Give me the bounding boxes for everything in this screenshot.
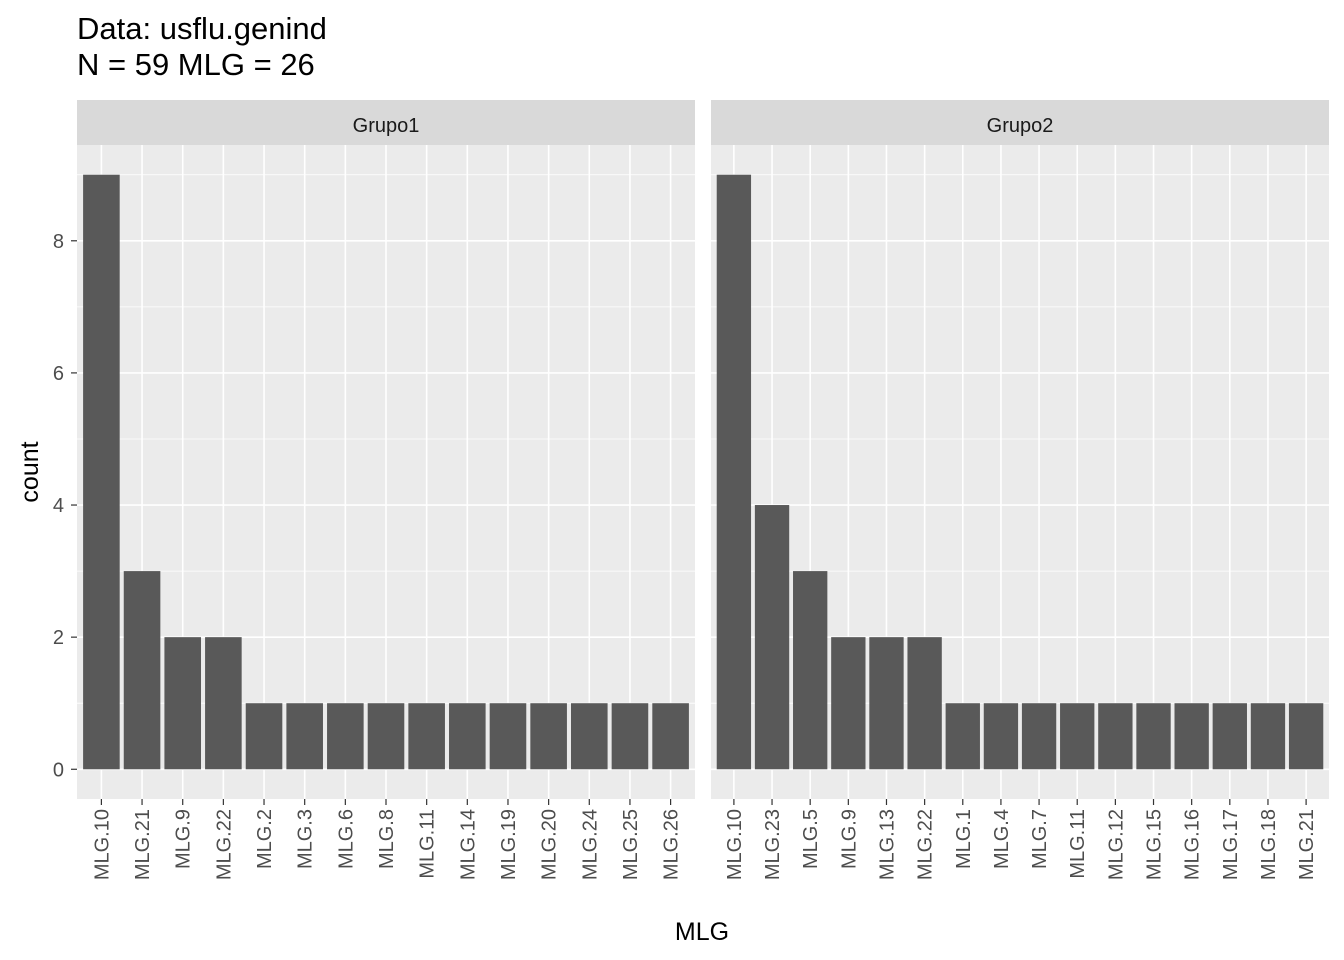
- x-tick-label: MLG.23: [762, 809, 784, 880]
- bar-mlg-22: [907, 637, 942, 770]
- x-tick-label: MLG.24: [579, 809, 601, 880]
- x-tick-label: MLG.9: [173, 809, 195, 869]
- bar-mlg-23: [754, 505, 790, 770]
- x-tick-label: MLG.12: [1105, 809, 1127, 880]
- bar-mlg-14: [449, 703, 486, 770]
- x-tick-label: MLG.17: [1220, 809, 1242, 880]
- x-tick-label: MLG.11: [1067, 809, 1089, 879]
- y-tick-label: 6: [53, 363, 64, 385]
- bar-mlg-9: [831, 637, 866, 770]
- facet-panels: Grupo1 MLG.10 MLG.21 MLG.9 MLG.22 MLG.2 MLG.3 M…: [77, 100, 1329, 880]
- bar-mlg-9: [164, 637, 202, 770]
- facet-panel-grupo2: Grupo2 MLG.10 MLG.23 MLG.5 MLG.9 MLG.13 MLG.22…: [711, 100, 1329, 880]
- x-tick-label: MLG.21: [132, 809, 154, 880]
- y-tick-label: 4: [53, 495, 64, 517]
- facet-strip-label: Grupo2: [987, 115, 1054, 137]
- x-tick-label: MLG.10: [91, 809, 113, 880]
- x-tick-label: MLG.18: [1258, 809, 1280, 880]
- x-tick-label: MLG.8: [376, 809, 398, 869]
- x-tick-label: MLG.5: [800, 809, 822, 869]
- bar-mlg-20: [530, 703, 567, 770]
- x-tick-label: MLG.1: [953, 809, 975, 869]
- bar-mlg-16: [1174, 703, 1209, 770]
- bar-mlg-15: [1136, 703, 1171, 770]
- bar-mlg-11: [1060, 703, 1095, 770]
- bar-mlg-21: [1288, 703, 1324, 770]
- x-tick-label: MLG.16: [1182, 809, 1204, 880]
- x-tick-label: MLG.21: [1296, 809, 1318, 880]
- bar-mlg-7: [1021, 703, 1057, 770]
- bar-mlg-5: [793, 571, 828, 770]
- facet-strip-label: Grupo1: [353, 115, 420, 137]
- bar-mlg-4: [983, 703, 1019, 770]
- x-tick-label: MLG.22: [915, 809, 937, 880]
- bar-mlg-6: [327, 703, 364, 770]
- x-tick-label: MLG.6: [335, 809, 357, 869]
- bar-mlg-22: [205, 637, 242, 770]
- y-tick-label: 8: [53, 231, 64, 253]
- x-tick-label: MLG.9: [838, 809, 860, 869]
- chart-subtitle: N = 59 MLG = 26: [77, 47, 315, 82]
- y-axis-title: count: [16, 441, 44, 502]
- x-tick-label: MLG.26: [661, 809, 683, 880]
- x-tick-label: MLG.14: [457, 809, 479, 880]
- bar-mlg-21: [123, 571, 161, 770]
- x-tick-label: MLG.13: [876, 809, 898, 880]
- x-tick-label: MLG.11: [417, 809, 439, 879]
- x-tick-label: MLG.10: [724, 809, 746, 880]
- facet-strip: [77, 100, 695, 145]
- bar-mlg-13: [869, 637, 904, 770]
- y-tick-label: 2: [53, 627, 64, 649]
- bar-mlg-8: [367, 703, 405, 770]
- x-tick-label: MLG.7: [1029, 809, 1051, 869]
- facet-strip: [711, 100, 1329, 145]
- bar-mlg-25: [611, 703, 649, 770]
- x-tick-label: MLG.22: [213, 809, 235, 880]
- x-tick-label: MLG.3: [295, 809, 317, 869]
- bar-mlg-1: [945, 703, 980, 770]
- y-axis: 0 2 4 6 8: [53, 231, 77, 781]
- bar-mlg-10: [716, 174, 752, 770]
- x-tick-label: MLG.2: [254, 809, 276, 869]
- bar-mlg-26: [652, 703, 689, 770]
- bar-mlg-3: [286, 703, 323, 770]
- chart-title: Data: usflu.genind: [77, 11, 327, 46]
- bar-mlg-2: [245, 703, 283, 770]
- bar-mlg-17: [1212, 703, 1247, 770]
- x-tick-label: MLG.25: [620, 809, 642, 880]
- x-tick-label: MLG.4: [991, 809, 1013, 869]
- bar-mlg-24: [570, 703, 608, 770]
- x-tick-label: MLG.20: [539, 809, 561, 880]
- y-tick-label: 0: [53, 759, 64, 781]
- x-tick-label: MLG.15: [1144, 809, 1166, 880]
- bar-mlg-11: [408, 703, 445, 770]
- bar-mlg-18: [1250, 703, 1286, 770]
- bar-mlg-12: [1098, 703, 1133, 770]
- bar-mlg-10: [83, 174, 120, 770]
- x-axis-title: MLG: [675, 918, 729, 946]
- facet-panel-grupo1: Grupo1 MLG.10 MLG.21 MLG.9 MLG.22 MLG.2 MLG.3 M…: [77, 100, 695, 880]
- bar-mlg-19: [489, 703, 527, 770]
- x-tick-label: MLG.19: [498, 809, 520, 880]
